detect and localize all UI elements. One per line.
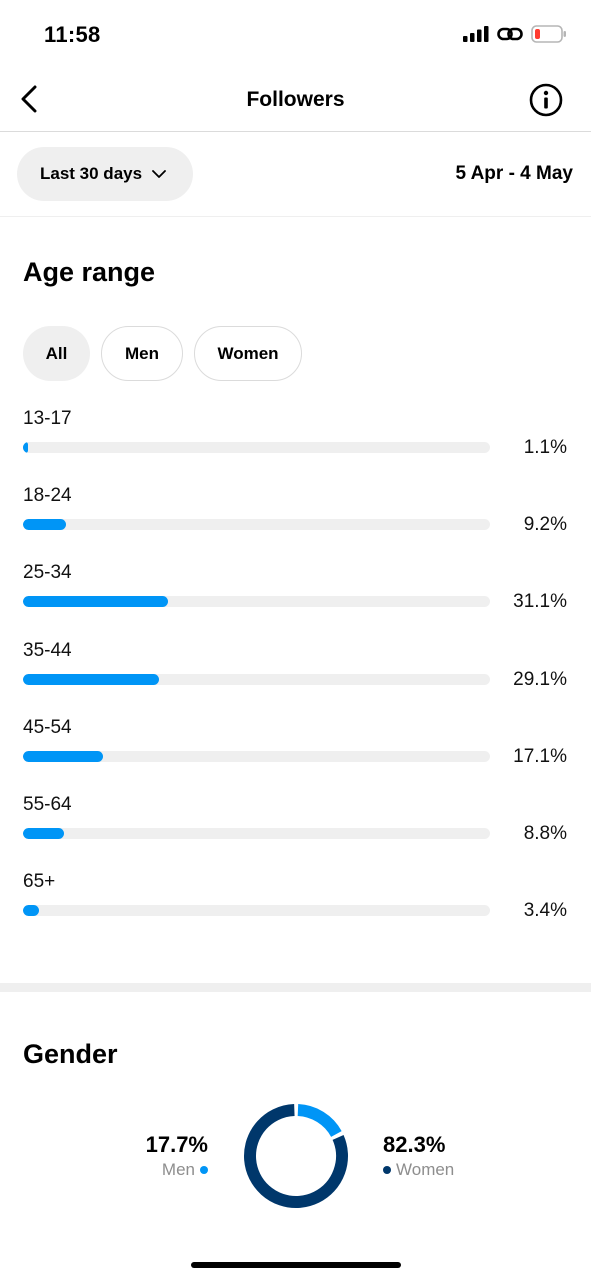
age-range-percentage: 3.4% <box>523 900 567 922</box>
cellular-signal-icon <box>463 26 489 42</box>
status-icons <box>463 24 567 44</box>
home-indicator <box>191 1262 401 1268</box>
women-label: Women <box>396 1160 455 1179</box>
age-range-percentage: 31.1% <box>513 591 567 613</box>
age-range-label: 35-44 <box>23 639 72 661</box>
age-bar-fill <box>23 750 103 762</box>
age-range-percentage: 17.1% <box>513 745 567 767</box>
age-bar-track <box>23 828 490 839</box>
status-bar: 11:58 <box>0 0 591 70</box>
chevron-down-icon <box>152 169 166 178</box>
women-percentage: 82.3% <box>383 1132 446 1157</box>
age-range-label: 18-24 <box>23 485 72 507</box>
filter-chip-all[interactable]: All <box>23 326 90 381</box>
age-range-label: 25-34 <box>23 562 72 584</box>
age-range-title: Age range <box>23 257 156 287</box>
age-bar-fill <box>23 905 39 917</box>
age-bar-fill <box>23 673 159 685</box>
age-bar-track <box>23 673 490 685</box>
age-range-row: 13-17 1.1% <box>0 408 591 480</box>
age-range-percentage: 8.8% <box>523 823 567 844</box>
age-bar-fill <box>23 828 65 839</box>
donut-women-segment <box>244 1104 348 1208</box>
info-icon <box>529 83 563 117</box>
age-bar-track <box>23 596 490 608</box>
back-button[interactable] <box>14 82 44 116</box>
age-range-row: 65+ 3.4% <box>0 871 591 943</box>
age-bar-track <box>23 905 490 917</box>
age-range-percentage: 9.2% <box>523 514 567 536</box>
date-range: 5 Apr - 4 May <box>455 163 573 184</box>
age-range-percentage: 29.1% <box>513 668 567 690</box>
gender-men-summary: 17.7% Men <box>146 1132 208 1180</box>
age-range-label: 55-64 <box>23 794 72 815</box>
age-bar-fill <box>23 442 29 453</box>
nav-bar: Followers <box>0 70 591 132</box>
men-legend: Men <box>146 1160 208 1180</box>
age-range-row: 35-44 29.1% <box>0 640 591 712</box>
women-legend: Women <box>383 1160 454 1180</box>
age-range-row: 18-24 9.2% <box>0 485 591 557</box>
period-label: Last 30 days <box>40 164 143 183</box>
gender-title: Gender <box>23 1039 118 1069</box>
status-time: 11:58 <box>44 22 101 47</box>
info-button[interactable] <box>529 83 563 117</box>
age-range-label: 45-54 <box>23 716 72 738</box>
age-bar-fill <box>23 519 66 531</box>
filter-row: Last 30 days 5 Apr - 4 May <box>0 132 591 217</box>
age-bar-fill <box>23 596 169 608</box>
age-range-row: 25-34 31.1% <box>0 562 591 634</box>
filter-chip-women[interactable]: Women <box>194 326 302 381</box>
section-divider <box>0 983 591 992</box>
women-dot <box>383 1166 391 1174</box>
page-title: Followers <box>246 88 345 111</box>
age-bar-track <box>23 519 490 531</box>
battery-icon <box>531 25 566 43</box>
men-percentage: 17.7% <box>145 1132 208 1157</box>
age-range-percentage: 1.1% <box>523 437 567 458</box>
men-label: Men <box>161 1160 195 1179</box>
age-range-row: 55-64 8.8% <box>0 794 591 866</box>
men-dot <box>200 1166 208 1174</box>
filter-chip-men[interactable]: Men <box>101 326 183 381</box>
age-bar-track <box>23 750 490 762</box>
period-dropdown[interactable]: Last 30 days <box>17 147 193 201</box>
link-icon <box>497 27 523 41</box>
chevron-left-icon <box>21 85 37 113</box>
age-bar-track <box>23 442 490 453</box>
gender-women-summary: 82.3% Women <box>383 1132 454 1180</box>
gender-donut-chart <box>244 1104 348 1208</box>
age-range-label: 65+ <box>23 871 56 893</box>
age-range-label: 13-17 <box>23 408 72 429</box>
age-range-row: 45-54 17.1% <box>0 717 591 789</box>
